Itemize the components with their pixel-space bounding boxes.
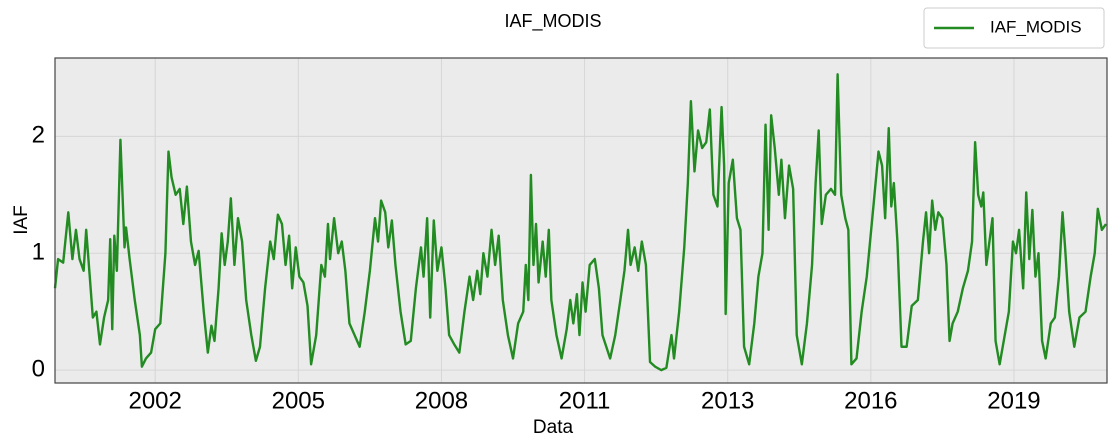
marks	[53, 73, 1107, 372]
chart-title: IAF_MODIS	[504, 11, 601, 32]
x-tick-label: 2016	[844, 387, 897, 414]
y-tick-label: 1	[32, 239, 45, 266]
y-axis-label: IAF	[11, 205, 32, 235]
data-line	[53, 73, 1107, 372]
legend: IAF_MODIS	[923, 7, 1105, 49]
y-tick-label: 0	[32, 355, 45, 382]
x-tick-label: 2011	[559, 387, 611, 414]
x-tick-label: 2005	[272, 387, 325, 414]
legend-label: IAF_MODIS	[990, 17, 1082, 36]
x-tick-label: 2019	[987, 387, 1040, 414]
grid	[55, 58, 1107, 383]
plot-frame	[54, 57, 1108, 384]
legend-box	[923, 7, 1105, 49]
x-axis-label: Data	[533, 417, 574, 438]
x-tick-label: 2002	[128, 387, 181, 414]
x-tick-label: 2013	[701, 387, 754, 414]
y-tick-label: 2	[32, 122, 45, 149]
x-tick-label: 2008	[415, 387, 468, 414]
